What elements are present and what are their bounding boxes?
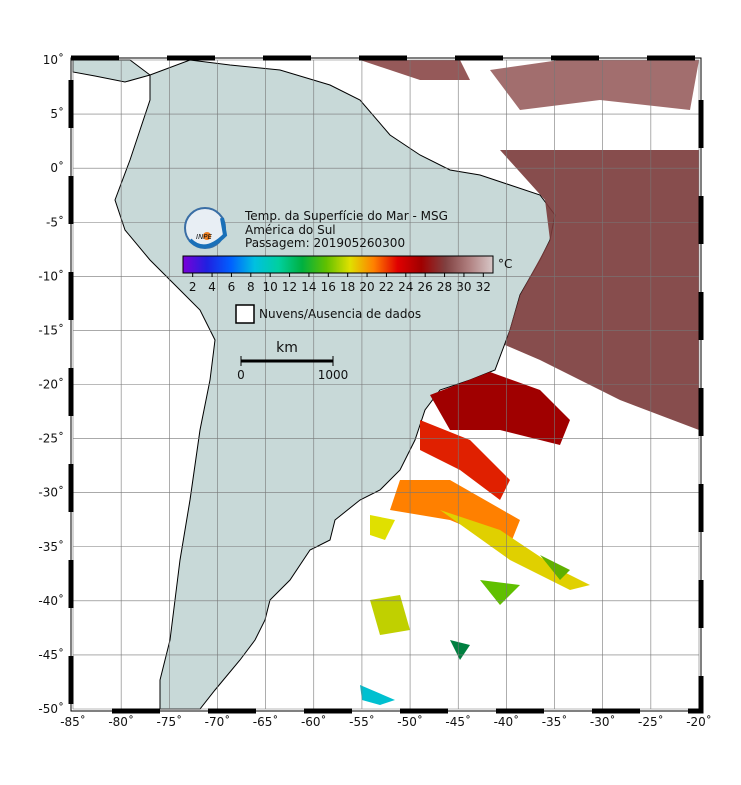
logo-text: INPE	[196, 233, 213, 241]
colorbar-tick-label: 16	[321, 280, 336, 294]
y-tick-label: 5˚	[50, 106, 64, 121]
pass: Passagem: 201905260300	[245, 236, 405, 250]
subtitle: América do Sul	[245, 223, 336, 237]
scale-unit: km	[276, 340, 298, 356]
colorbar-tick-label: 22	[379, 280, 394, 294]
x-tick-label: -70˚	[205, 714, 231, 729]
y-tick-label: -5˚	[46, 214, 64, 229]
colorbar-tick-label: 28	[437, 280, 452, 294]
x-tick-label: -55˚	[349, 714, 375, 729]
y-tick-label: -15˚	[38, 322, 64, 337]
colorbar-tick-label: 14	[301, 280, 316, 294]
x-tick-label: -30˚	[590, 714, 616, 729]
x-tick-label: -85˚	[60, 714, 86, 729]
colorbar-tick-label: 30	[456, 280, 471, 294]
y-tick-label: -45˚	[38, 647, 64, 662]
colorbar-tick-label: 32	[476, 280, 491, 294]
colorbar-tick-label: 6	[228, 280, 236, 294]
scale-tick-label: 0	[237, 368, 245, 382]
y-tick-label: -30˚	[38, 485, 64, 500]
scale-tick-label: 1000	[318, 368, 349, 382]
y-tick-label: -20˚	[38, 377, 64, 392]
legend-box	[235, 304, 255, 324]
y-tick-label: -50˚	[38, 701, 64, 716]
title: Temp. da Superfície do Mar - MSG	[244, 209, 448, 223]
x-tick-label: -25˚	[638, 714, 664, 729]
x-tick-label: -60˚	[301, 714, 327, 729]
labels: -85˚ -80˚ -75˚ -70˚ -65˚ -60˚ -55˚ -50˚ -45˚ -40˚…	[38, 52, 711, 729]
colorbar-tick-label: 20	[359, 280, 374, 294]
x-tick-label: -35˚	[542, 714, 568, 729]
colorbar-tick-label: 8	[247, 280, 255, 294]
x-tick-label: -80˚	[108, 714, 134, 729]
x-tick-label: -65˚	[253, 714, 279, 729]
scale-bar: 0 1000	[237, 356, 348, 382]
y-tick-label: 10˚	[43, 52, 64, 67]
colorbar-tick-label: 24	[398, 280, 413, 294]
x-tick-label: -45˚	[445, 714, 471, 729]
x-tick-label: -40˚	[494, 714, 520, 729]
colorbar-unit: °C	[498, 257, 512, 271]
y-tick-label: 0˚	[50, 160, 64, 175]
colorbar-tick-label: 2	[189, 280, 197, 294]
y-tick-label: -40˚	[38, 593, 64, 608]
logo: INPE	[184, 207, 228, 249]
colorbar-tick-label: 4	[208, 280, 216, 294]
frame-outline	[70, 57, 702, 712]
x-tick-label: -50˚	[397, 714, 423, 729]
colorbar-tick-label: 10	[263, 280, 278, 294]
x-tick-label: -75˚	[157, 714, 183, 729]
colorbar-tick-label: 26	[418, 280, 433, 294]
x-tick-label: -20˚	[686, 714, 712, 729]
y-tick-label: -25˚	[38, 431, 64, 446]
colorbar-tick-label: 18	[340, 280, 355, 294]
sst-patches	[360, 60, 699, 705]
legend-label: Nuvens/Ausencia de dados	[259, 307, 421, 321]
y-tick-label: -35˚	[38, 539, 64, 554]
colorbar	[182, 255, 494, 274]
colorbar-tick-label: 12	[282, 280, 297, 294]
y-tick-label: -10˚	[38, 268, 64, 283]
